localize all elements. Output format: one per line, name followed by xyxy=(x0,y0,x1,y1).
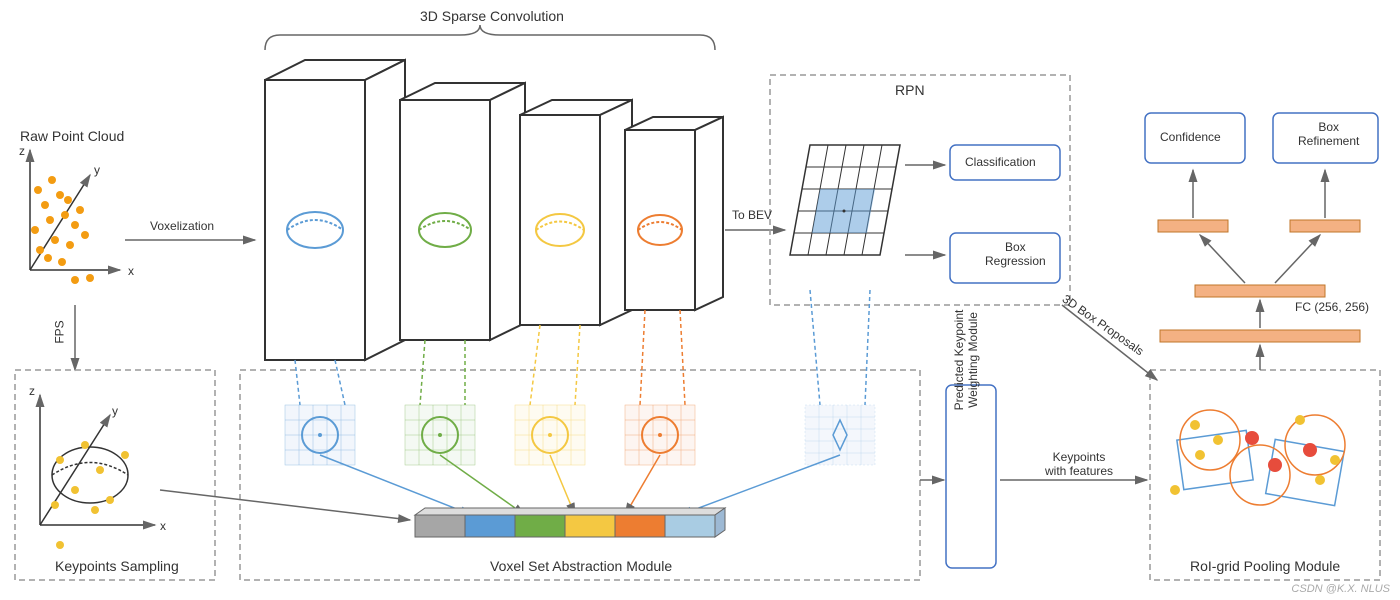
axis-y-1: y xyxy=(94,163,100,177)
box-regression-label: Box Regression xyxy=(985,240,1046,268)
fc-bars xyxy=(1158,170,1360,370)
keypoints-sampling-label: Keypoints Sampling xyxy=(55,558,179,574)
vsa-grid-green xyxy=(405,405,475,465)
cuboid-3 xyxy=(520,100,632,325)
keypoints-features-label: Keypoints with features xyxy=(1045,450,1113,478)
confidence-label: Confidence xyxy=(1160,130,1221,144)
roi-grid-label: RoI-grid Pooling Module xyxy=(1190,558,1340,574)
sparse-conv-label: 3D Sparse Convolution xyxy=(420,8,564,24)
keypoints-sampling-box xyxy=(15,370,215,580)
vsa-module-label: Voxel Set Abstraction Module xyxy=(490,558,672,574)
box-proposals-arrow xyxy=(1062,305,1157,380)
cuboid-2 xyxy=(400,83,525,340)
axis-x-2: x xyxy=(160,519,166,533)
cuboid-4 xyxy=(625,117,723,310)
watermark: CSDN @K.X. NLUS xyxy=(1291,583,1390,595)
vsa-grid-blue xyxy=(285,405,355,465)
cuboid-1 xyxy=(265,60,405,360)
brace-sparse-conv xyxy=(265,25,715,50)
fps-label: FPS xyxy=(53,320,67,343)
axis-z-1: z xyxy=(19,144,25,158)
axis-y-2: y xyxy=(112,404,118,418)
axis-z-2: z xyxy=(29,384,35,398)
raw-point-cloud-axes xyxy=(30,150,120,270)
raw-point-cloud-points xyxy=(31,176,94,284)
vsa-module-box xyxy=(240,370,920,580)
to-bev-label: To BEV xyxy=(732,208,772,222)
raw-point-cloud-label: Raw Point Cloud xyxy=(20,128,124,144)
roi-grid-content xyxy=(1170,410,1345,506)
rpn-label: RPN xyxy=(895,82,925,98)
bev-grid xyxy=(790,145,900,255)
fc-label: FC (256, 256) xyxy=(1295,300,1369,314)
feature-bar xyxy=(415,508,725,537)
diagram-canvas xyxy=(0,0,1400,600)
voxelization-label: Voxelization xyxy=(150,219,214,233)
weighting-label: Predicted Keypoint Weighting Module xyxy=(952,280,980,440)
box-refinement-label: Box Refinement xyxy=(1298,120,1359,148)
classification-label: Classification xyxy=(965,155,1036,169)
keypoints-to-feature-arrow xyxy=(160,490,410,520)
axis-x-1: x xyxy=(128,264,134,278)
roi-grid-box xyxy=(1150,370,1380,580)
vsa-grid-bev xyxy=(805,405,875,465)
keypoints-axes xyxy=(40,395,155,549)
